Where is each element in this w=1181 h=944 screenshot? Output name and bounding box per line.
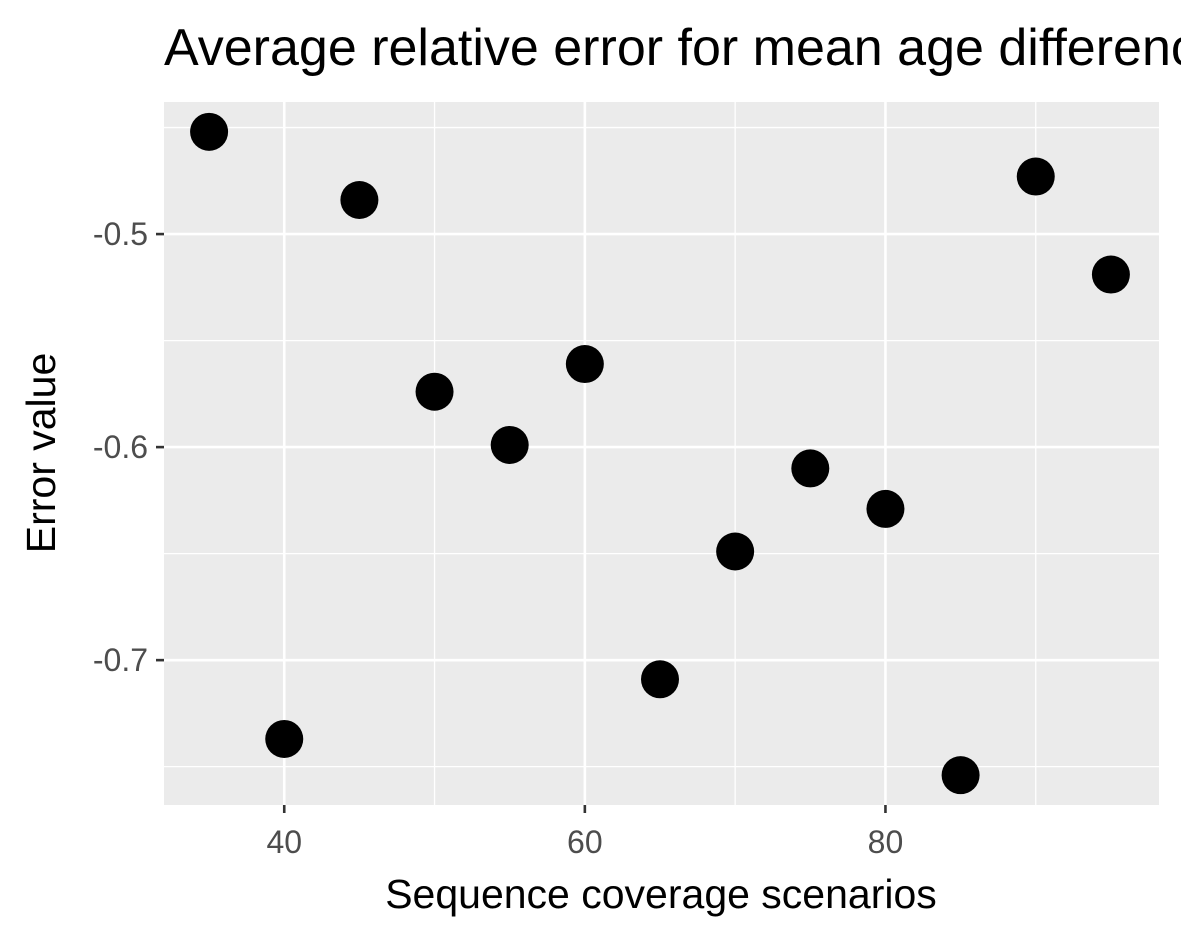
data-point — [340, 180, 379, 219]
data-point — [490, 425, 529, 464]
y-tick-label: -0.7 — [93, 642, 148, 678]
x-tick-label: 60 — [567, 824, 603, 860]
x-axis-label: Sequence coverage scenarios — [385, 871, 937, 917]
x-tick-label: 80 — [868, 824, 904, 860]
chart-title: Average relative error for mean age diff… — [164, 19, 1181, 77]
y-axis-label: Error value — [18, 353, 64, 554]
data-point — [640, 660, 679, 699]
data-point — [415, 372, 454, 411]
data-point — [716, 532, 755, 571]
y-axis: -0.5 -0.6 -0.7 — [93, 216, 164, 678]
data-point — [565, 345, 604, 384]
data-point — [791, 449, 830, 488]
data-point — [1091, 255, 1130, 294]
y-tick-label: -0.5 — [93, 216, 148, 252]
minor-gridlines — [164, 102, 1159, 805]
plot-panel — [164, 102, 1159, 805]
data-points — [190, 112, 1130, 795]
data-point — [190, 112, 229, 151]
x-axis: 40 60 80 — [266, 805, 903, 860]
data-point — [866, 489, 905, 528]
y-tick-label: -0.6 — [93, 429, 148, 465]
data-point — [941, 756, 980, 795]
x-tick-label: 40 — [266, 824, 302, 860]
data-point — [265, 719, 304, 758]
data-point — [1016, 157, 1055, 196]
major-gridlines — [164, 102, 1159, 805]
